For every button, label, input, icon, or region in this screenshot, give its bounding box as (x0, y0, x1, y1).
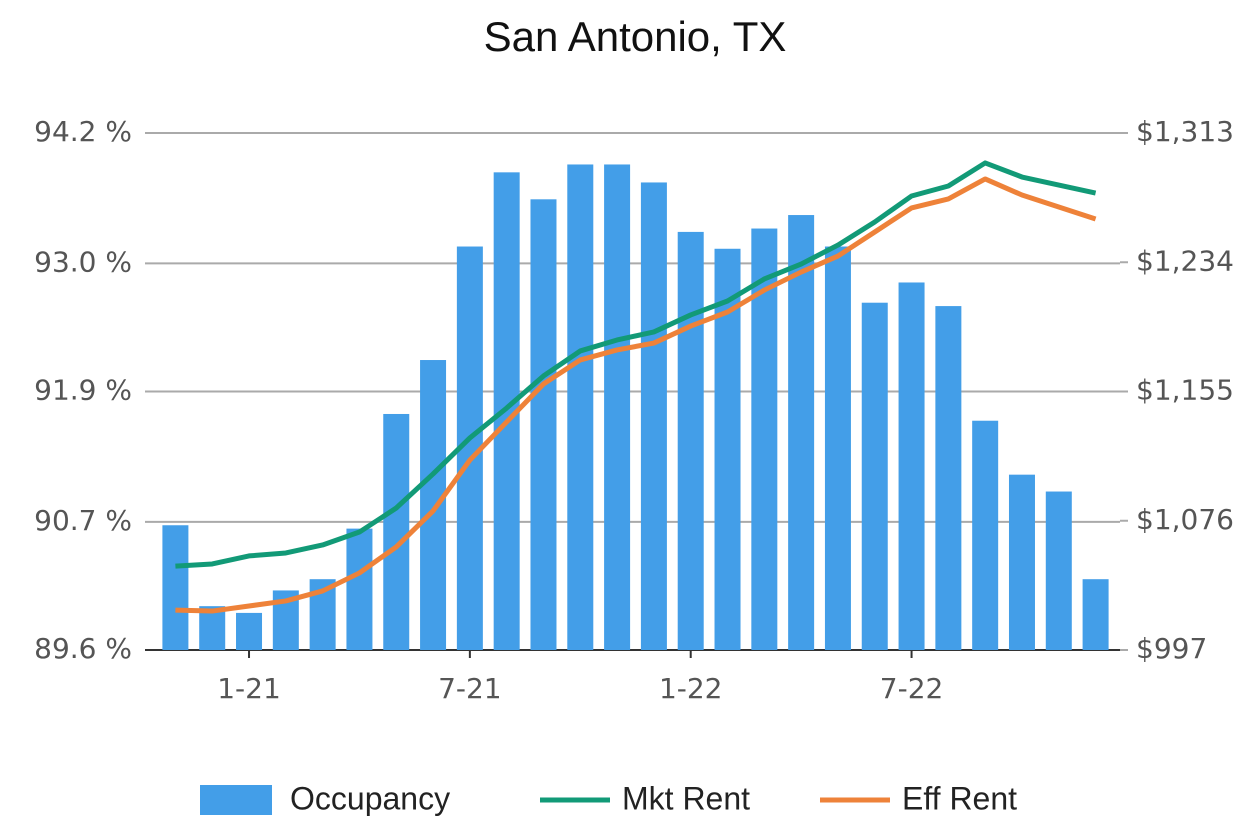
bar (420, 360, 447, 650)
y2-tick-label: $997 (1136, 632, 1207, 665)
bar (677, 231, 704, 650)
y-tick-label: 90.7 % (34, 504, 132, 537)
bar (236, 612, 263, 650)
y2-tick-label: $1,076 (1136, 503, 1234, 536)
legend-label: Eff Rent (902, 780, 1017, 816)
bar (640, 182, 667, 650)
bar (788, 215, 815, 650)
bar (567, 164, 594, 651)
bar (530, 199, 557, 651)
chart-title: San Antonio, TX (484, 13, 787, 60)
bar (1008, 474, 1035, 650)
bar (162, 525, 189, 650)
y2-tick-label: $1,234 (1136, 244, 1234, 277)
bar (824, 246, 851, 651)
legend-swatch (200, 785, 272, 815)
y-tick-label: 94.2 % (34, 115, 132, 148)
bar (1082, 579, 1109, 650)
line (175, 160, 1097, 569)
bar (383, 413, 410, 650)
y-tick-label: 89.6 % (34, 632, 132, 665)
bar (751, 228, 778, 651)
legend-label: Occupancy (290, 780, 450, 816)
bar (1045, 491, 1072, 650)
line (175, 176, 1097, 614)
bar (346, 528, 373, 650)
y-tick-label: 93.0 % (34, 245, 132, 278)
x-tick-label: 1-22 (659, 672, 723, 705)
bar (972, 420, 999, 650)
y-tick-label: 91.9 % (34, 374, 132, 407)
y2-tick-label: $1,313 (1136, 115, 1234, 148)
x-tick-label: 7-22 (880, 672, 944, 705)
legend-label: Mkt Rent (622, 780, 750, 816)
y2-tick-label: $1,155 (1136, 374, 1234, 407)
bar (604, 164, 631, 651)
bar (861, 302, 888, 650)
bar (935, 306, 962, 650)
x-tick-label: 1-21 (217, 672, 281, 705)
bar (898, 282, 925, 650)
x-tick-label: 7-21 (438, 672, 502, 705)
